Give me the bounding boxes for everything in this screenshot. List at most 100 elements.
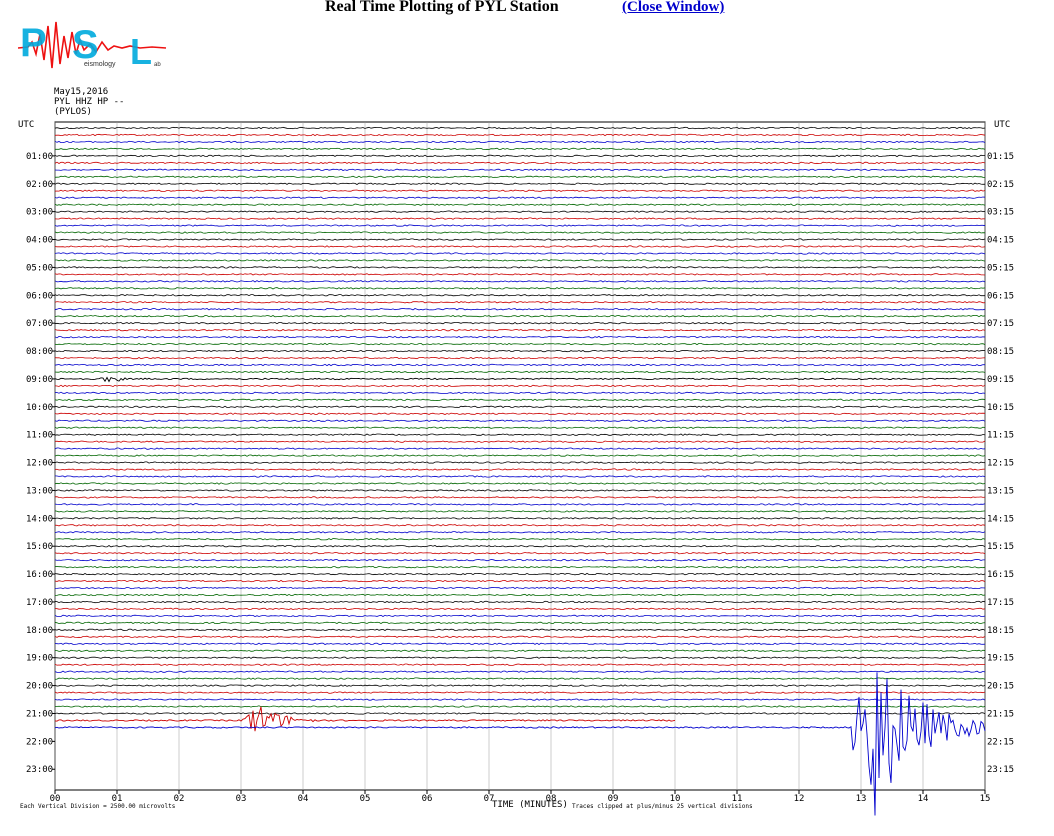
trace-line bbox=[54, 391, 986, 395]
trace-line bbox=[54, 252, 986, 255]
trace-line bbox=[54, 517, 986, 520]
trace-line bbox=[54, 412, 986, 415]
right-hour-label: 06:15 bbox=[987, 291, 1014, 301]
left-hour-label: 15:00 bbox=[26, 542, 53, 552]
left-hour-label: 07:00 bbox=[26, 319, 53, 329]
x-tick-label: 00 bbox=[50, 794, 61, 804]
svg-text:eismology: eismology bbox=[84, 61, 116, 68]
trace-line bbox=[54, 231, 986, 234]
trace-line bbox=[54, 315, 986, 318]
trace-line bbox=[54, 203, 986, 206]
trace-line bbox=[54, 489, 986, 492]
trace-line bbox=[54, 712, 986, 715]
trace-line bbox=[54, 496, 986, 499]
trace-line bbox=[54, 600, 986, 604]
trace-line bbox=[54, 328, 986, 332]
x-tick-label: 04 bbox=[298, 794, 309, 804]
trace-line bbox=[54, 126, 986, 130]
trace-line bbox=[55, 538, 986, 541]
trace-line bbox=[54, 531, 986, 534]
right-hour-label: 22:15 bbox=[987, 737, 1014, 747]
page-header: Real Time Plotting of PYL Station (Close… bbox=[0, 0, 1054, 22]
trace-line bbox=[54, 196, 986, 199]
trace-line bbox=[54, 440, 986, 443]
trace-line bbox=[54, 189, 986, 192]
trace-line bbox=[54, 335, 986, 339]
left-hour-label: 03:00 bbox=[26, 208, 53, 218]
left-hour-label: 14:00 bbox=[26, 514, 53, 524]
right-hour-label: 09:15 bbox=[987, 375, 1014, 385]
left-hour-label: 05:00 bbox=[26, 263, 53, 273]
trace-line bbox=[54, 545, 986, 548]
x-tick-label: 15 bbox=[980, 794, 991, 804]
trace-line bbox=[54, 154, 986, 158]
trace-line bbox=[54, 670, 986, 673]
trace-line bbox=[54, 370, 986, 374]
trace-line bbox=[54, 565, 986, 569]
x-tick-label: 09 bbox=[608, 794, 619, 804]
trace-line bbox=[54, 301, 986, 304]
trace-line bbox=[54, 503, 986, 506]
trace-line bbox=[54, 273, 986, 276]
left-hour-label: 10:00 bbox=[26, 403, 53, 413]
trace-line bbox=[54, 161, 986, 164]
trace-line bbox=[54, 510, 986, 513]
trace-line bbox=[54, 649, 986, 652]
trace-line bbox=[54, 266, 986, 269]
x-tick-label: 02 bbox=[174, 794, 185, 804]
trace-line bbox=[54, 593, 986, 597]
svg-text:ab: ab bbox=[154, 62, 161, 68]
x-tick-label: 13 bbox=[856, 794, 867, 804]
right-hour-label: 14:15 bbox=[987, 514, 1014, 524]
channel-label: PYL HHZ HP -- bbox=[54, 97, 125, 107]
trace-line bbox=[54, 586, 986, 590]
right-hour-label: 19:15 bbox=[987, 654, 1014, 664]
close-window-link[interactable]: (Close Window) bbox=[622, 0, 725, 15]
trace-line bbox=[54, 182, 986, 185]
trace-line bbox=[54, 672, 986, 816]
right-hour-label: 10:15 bbox=[987, 403, 1014, 413]
trace-line bbox=[55, 259, 986, 262]
right-hour-label: 04:15 bbox=[987, 236, 1014, 246]
left-axis-title: UTC bbox=[18, 120, 34, 130]
trace-line bbox=[54, 698, 986, 701]
trace-line bbox=[54, 706, 676, 732]
trace-line bbox=[54, 133, 986, 137]
trace-line bbox=[54, 419, 986, 422]
x-tick-label: 03 bbox=[236, 794, 247, 804]
trace-line bbox=[54, 705, 986, 708]
trace-line bbox=[54, 677, 986, 680]
trace-line bbox=[54, 224, 986, 227]
right-hour-label: 12:15 bbox=[987, 459, 1014, 469]
trace-line bbox=[54, 642, 986, 645]
right-hour-label: 01:15 bbox=[987, 152, 1014, 162]
right-hour-label: 23:15 bbox=[987, 765, 1014, 775]
left-hour-label: 21:00 bbox=[26, 709, 53, 719]
date-label: May15,2016 bbox=[54, 87, 109, 97]
trace-line bbox=[54, 384, 986, 388]
trace-line bbox=[54, 579, 986, 583]
right-hour-label: 18:15 bbox=[987, 626, 1014, 636]
left-hour-label: 13:00 bbox=[26, 486, 53, 496]
left-hour-label: 08:00 bbox=[26, 347, 53, 357]
left-hour-label: 02:00 bbox=[26, 180, 53, 190]
trace-line bbox=[54, 245, 986, 248]
trace-line bbox=[54, 280, 986, 283]
trace-line bbox=[54, 572, 986, 576]
x-tick-label: 01 bbox=[112, 794, 123, 804]
left-hour-label: 12:00 bbox=[26, 459, 53, 469]
trace-line bbox=[54, 447, 986, 450]
right-hour-label: 07:15 bbox=[987, 319, 1014, 329]
trace-line bbox=[54, 405, 986, 408]
trace-line bbox=[54, 663, 985, 666]
trace-line bbox=[54, 524, 986, 527]
axis-labels: 00 01 02 03 04 05 06 07 08 09 10 11 12 13 14 15 UTC UTC 01… bbox=[18, 120, 1014, 804]
scale-note: Each Vertical Division = 2500.00 microvo… bbox=[20, 803, 176, 810]
x-axis-title: TIME (MINUTES) bbox=[492, 800, 568, 810]
svg-text:P: P bbox=[20, 21, 47, 65]
trace-line bbox=[54, 628, 986, 631]
x-tick-label: 11 bbox=[732, 794, 743, 804]
left-hour-label: 18:00 bbox=[26, 626, 53, 636]
x-tick-label: 06 bbox=[422, 794, 433, 804]
trace-line bbox=[54, 607, 986, 611]
